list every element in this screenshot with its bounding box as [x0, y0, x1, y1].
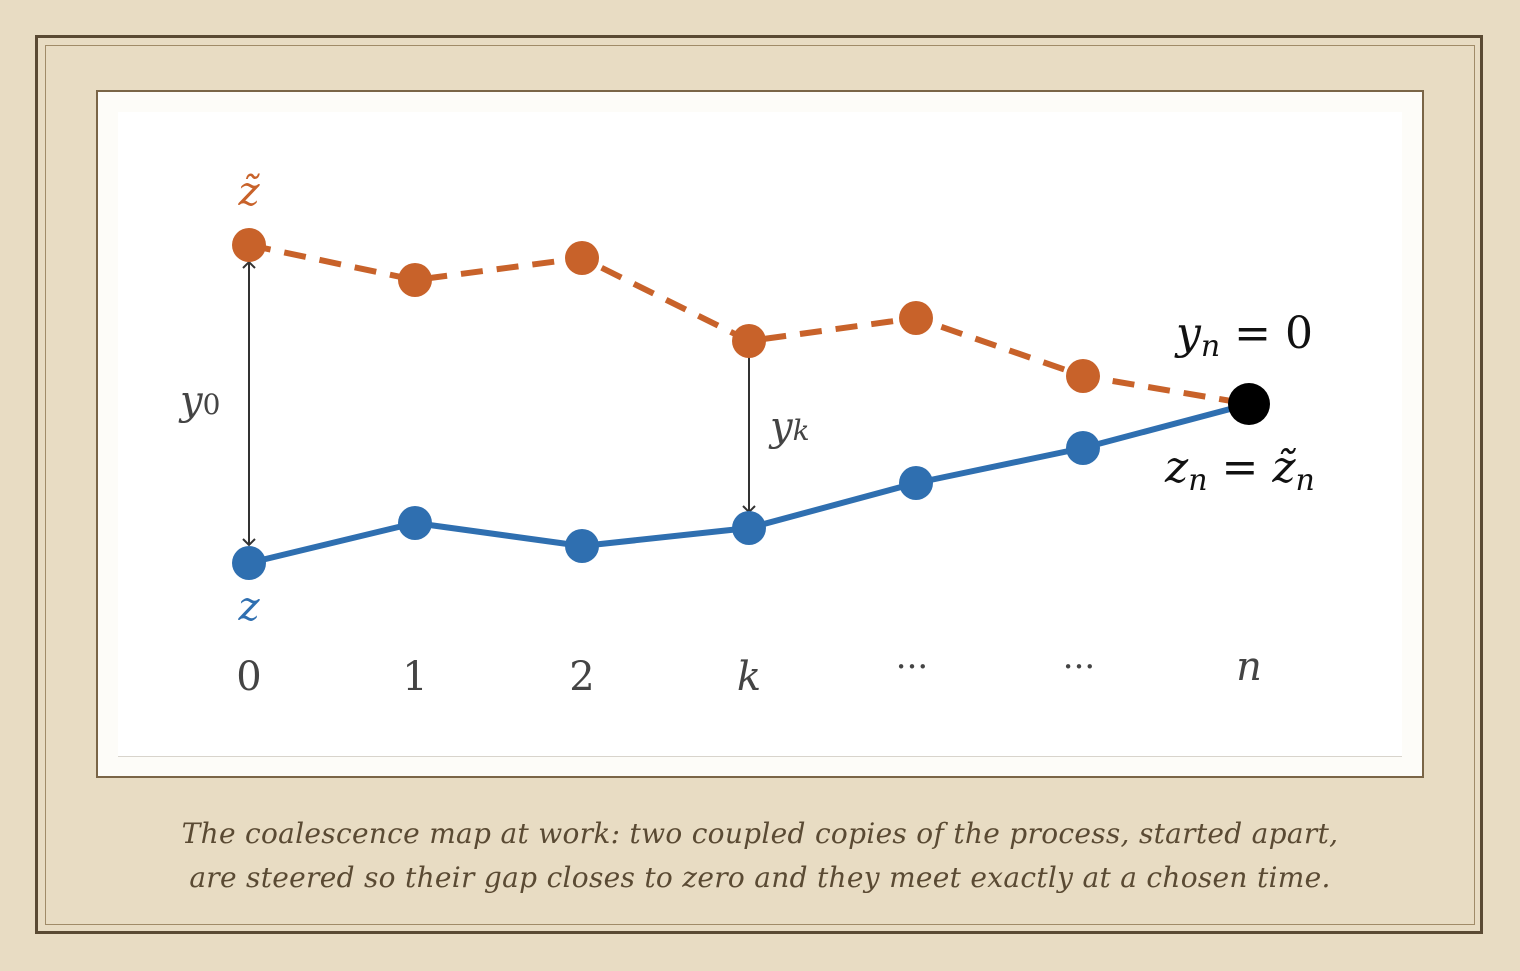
figure-caption: The coalescence map at work: two coupled…: [96, 812, 1424, 900]
tilde-series-label: z̃: [237, 169, 260, 215]
x-tick-label: ···: [896, 647, 928, 687]
x-tick-label: k: [737, 654, 761, 700]
base-point: [732, 511, 766, 545]
base-point: [398, 506, 432, 540]
x-tick-labels: 0 1 2 k ··· ··· n: [236, 644, 1262, 700]
base-series-points: [232, 431, 1100, 580]
tilde-point: [899, 301, 933, 335]
caption-line-1: The coalescence map at work: two coupled…: [181, 817, 1339, 850]
base-point: [1066, 431, 1100, 465]
base-point: [232, 546, 266, 580]
inner-frame: [45, 45, 1475, 925]
x-tick-label: 2: [569, 654, 594, 700]
tilde-point: [398, 263, 432, 297]
outer-frame: [35, 35, 1483, 934]
meet-bottom-label: zn = z̃n: [1164, 442, 1315, 498]
base-series-label: z: [237, 584, 260, 630]
tilde-series-points: [232, 228, 1100, 393]
x-tick-label: 0: [236, 654, 261, 700]
tilde-point: [565, 241, 599, 275]
x-tick-label: ···: [1063, 647, 1095, 687]
figure-canvas: [118, 112, 1402, 757]
x-tick-label: n: [1236, 644, 1262, 690]
caption-line-2: are steered so their gap closes to zero …: [189, 861, 1331, 894]
meeting-point: [1228, 383, 1270, 425]
gap-label-mid: yk: [768, 404, 810, 450]
tilde-point: [732, 324, 766, 358]
tilde-point: [1066, 359, 1100, 393]
gap-label-start: y0: [178, 378, 220, 424]
x-tick-label: 1: [402, 654, 427, 700]
meet-top-label: yn = 0: [1174, 308, 1313, 364]
base-point: [899, 466, 933, 500]
figure-box: [96, 90, 1424, 778]
tilde-point: [232, 228, 266, 262]
base-point: [565, 529, 599, 563]
